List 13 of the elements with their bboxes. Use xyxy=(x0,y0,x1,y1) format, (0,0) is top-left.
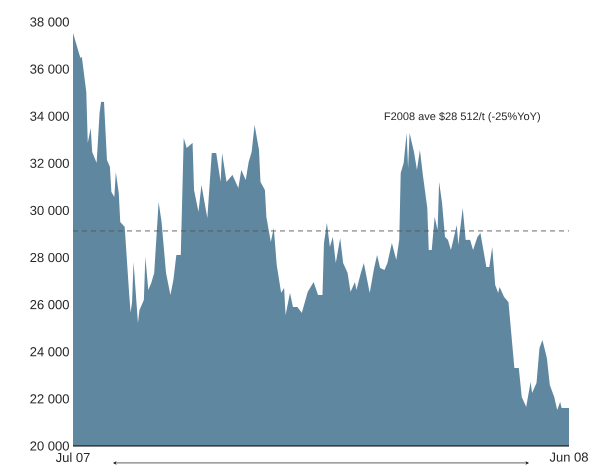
y-tick-label: 34 000 xyxy=(30,112,69,121)
y-tick-label: 28 000 xyxy=(30,252,69,262)
y-tick-label: 38 000 xyxy=(30,17,69,27)
x-tick-label: Jul 07 xyxy=(56,452,90,462)
y-tick-label: 26 000 xyxy=(30,300,69,310)
y-tick-label: 24 000 xyxy=(30,347,69,356)
y-tick-label: 32 000 xyxy=(30,158,69,168)
y-tick-label: 36 000 xyxy=(30,64,69,74)
x-tick-label: Jun 08 xyxy=(550,452,588,462)
y-tick-label: 20 000 xyxy=(30,441,69,451)
y-tick-label: 30 000 xyxy=(30,206,69,216)
y-tick-label: 22 000 xyxy=(30,394,69,404)
annotation: F2008 ave $28 512/t (-25%YoY) xyxy=(384,112,540,122)
